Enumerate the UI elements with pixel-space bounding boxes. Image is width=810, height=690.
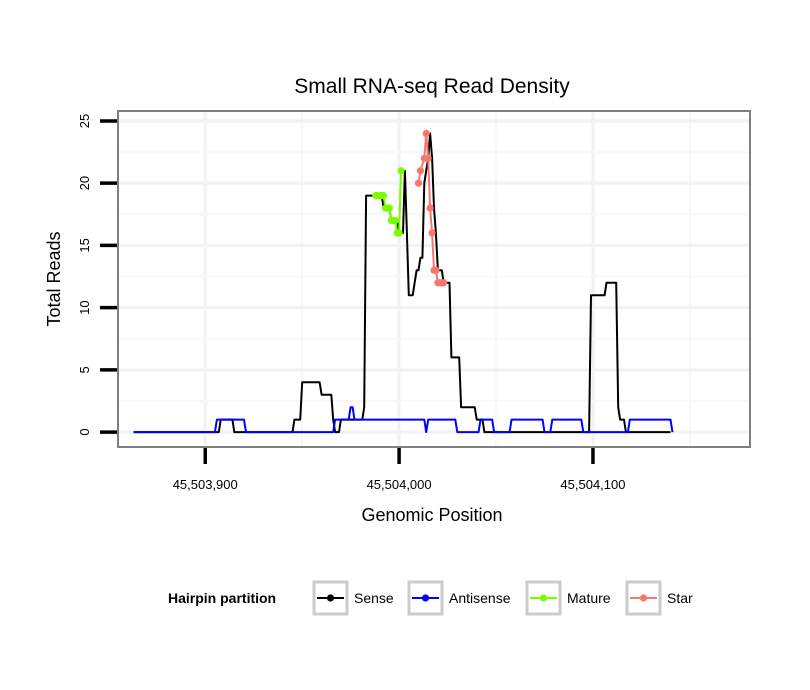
y-axis-label: Total Reads [44, 231, 64, 326]
data-point-mature [379, 192, 388, 200]
data-point-star [426, 204, 434, 212]
chart-title: Small RNA-seq Read Density [294, 75, 570, 98]
legend-item-antisense: Antisense [407, 580, 511, 616]
legend: Hairpin partition Sense Antisense Mature St… [168, 580, 693, 616]
legend-label: Sense [354, 590, 394, 606]
legend-items: Sense Antisense Mature Star [312, 580, 693, 616]
legend-key-point [326, 594, 335, 602]
x-axis: 45,503,900 45,504,000 45,504,100 [173, 448, 626, 492]
data-point-star [414, 179, 423, 187]
legend-label: Antisense [449, 590, 511, 606]
data-point-mature [391, 216, 399, 225]
plot-panel-background [118, 111, 750, 447]
legend-key-point [639, 594, 648, 602]
y-tick-label: 25 [77, 114, 92, 128]
x-tick-label: 45,503,900 [173, 477, 238, 492]
data-point-star [424, 154, 432, 162]
data-point-mature [385, 204, 394, 212]
legend-key-point [539, 594, 548, 602]
legend-label: Star [667, 590, 693, 606]
y-tick-label: 20 [77, 176, 92, 190]
data-point-star [432, 266, 440, 274]
data-point-star [440, 279, 448, 287]
legend-title: Hairpin partition [168, 590, 276, 606]
x-tick-label: 45,504,100 [560, 477, 625, 492]
plot-panel-border [117, 110, 751, 448]
legend-label: Mature [567, 590, 611, 606]
legend-item-star: Star [625, 580, 693, 616]
y-axis: 0 5 10 15 20 25 [77, 114, 117, 436]
y-tick-label: 5 [77, 366, 92, 373]
series-layer [133, 129, 674, 434]
y-tick-label: 10 [77, 300, 92, 314]
series-line-sense [133, 132, 671, 434]
data-point-mature [397, 167, 405, 175]
legend-item-sense: Sense [312, 580, 394, 616]
x-tick-label: 45,504,000 [367, 477, 432, 492]
data-point-star [416, 167, 425, 175]
x-axis-label: Genomic Position [361, 505, 502, 525]
y-tick-label: 15 [77, 238, 92, 252]
data-point-star [428, 229, 436, 237]
data-point-mature [395, 229, 403, 237]
series-line-antisense [133, 406, 674, 434]
legend-item-mature: Mature [525, 580, 611, 616]
y-tick-label: 0 [77, 428, 92, 435]
legend-key-point [421, 594, 430, 602]
data-point-star [422, 129, 430, 137]
